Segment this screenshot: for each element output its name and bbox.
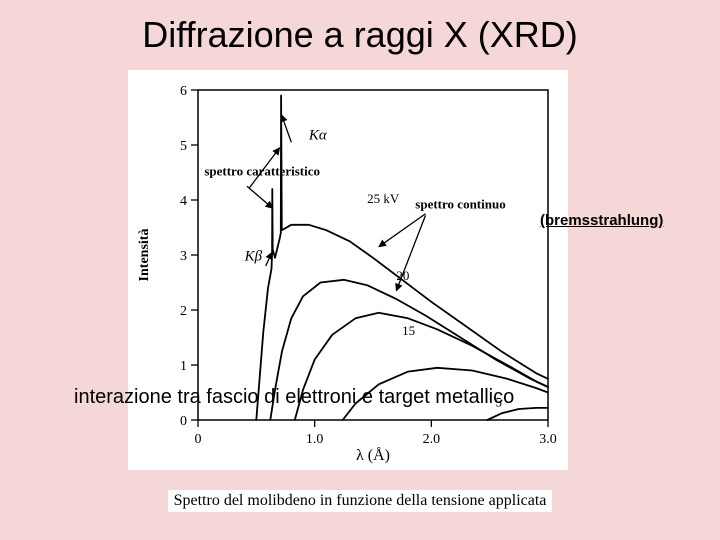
svg-text:20: 20 xyxy=(396,268,409,283)
svg-text:2.0: 2.0 xyxy=(423,432,441,447)
svg-text:6: 6 xyxy=(180,84,187,99)
svg-text:3: 3 xyxy=(180,249,187,264)
svg-text:1.0: 1.0 xyxy=(306,432,324,447)
svg-text:4: 4 xyxy=(180,194,187,209)
svg-text:Kβ: Kβ xyxy=(244,249,263,265)
svg-text:0: 0 xyxy=(180,414,187,429)
svg-text:5: 5 xyxy=(180,139,187,154)
svg-text:Intensità: Intensità xyxy=(137,229,152,282)
svg-text:0: 0 xyxy=(195,432,202,447)
xrd-chart: 0 1 2 3 4 5 6 0 1.0 2.0 3.0 Intensità λ (Å) spettro c… xyxy=(128,70,568,470)
svg-text:3.0: 3.0 xyxy=(539,432,557,447)
svg-text:15: 15 xyxy=(402,323,415,338)
svg-text:spettro continuo: spettro continuo xyxy=(415,196,505,211)
svg-text:Kα: Kα xyxy=(308,128,328,144)
bremsstrahlung-label: (bremsstrahlung) xyxy=(540,212,663,229)
page-title: Diffrazione a raggi X (XRD) xyxy=(0,14,720,56)
chart-caption-text: Spettro del molibdeno in funzione della … xyxy=(168,490,553,512)
svg-text:1: 1 xyxy=(180,359,187,374)
chart-caption: Spettro del molibdeno in funzione della … xyxy=(0,490,720,512)
svg-text:spettro caratteristico: spettro caratteristico xyxy=(204,163,320,178)
svg-text:25 kV: 25 kV xyxy=(367,191,400,206)
svg-text:λ (Å): λ (Å) xyxy=(356,446,390,464)
svg-text:2: 2 xyxy=(180,304,187,319)
interaction-text: interazione tra fascio di elettroni e ta… xyxy=(74,386,514,409)
